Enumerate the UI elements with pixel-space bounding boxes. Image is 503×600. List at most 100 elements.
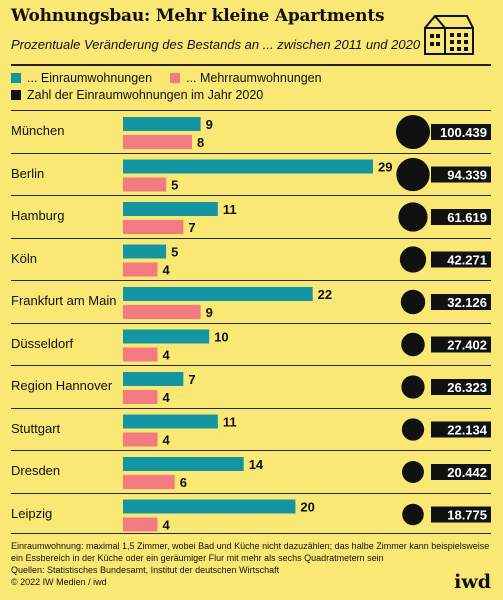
bar-multi <box>123 390 158 404</box>
count-bubble <box>400 289 426 315</box>
count-bubble <box>399 246 427 273</box>
count-bubble <box>396 115 430 149</box>
count-bubble <box>398 202 428 232</box>
count-label: 94.339 <box>447 168 487 183</box>
legend-single: ... Einraumwohnungen ... Mehrraumwohnung… <box>11 71 340 85</box>
bar-single <box>123 117 201 131</box>
bar-chart: 98100.43929594.33911761.6195442.27122932… <box>123 115 491 533</box>
count-bubble <box>401 375 425 399</box>
count-bubble <box>396 157 430 192</box>
legend-label-multi: ... Mehrraumwohnungen <box>186 71 322 85</box>
data-label: 11 <box>223 415 237 430</box>
count-box <box>431 464 491 480</box>
count-label: 26.323 <box>447 380 487 395</box>
category-label: Stuttgart <box>11 420 61 436</box>
footnote-sources: Quellen: Statistisches Bundesamt, Instit… <box>11 565 280 575</box>
count-box <box>431 209 491 225</box>
data-label: 6 <box>180 475 187 490</box>
data-label: 14 <box>249 457 264 472</box>
count-label: 42.271 <box>447 253 487 268</box>
legend-swatch-count <box>11 90 21 100</box>
count-bubble <box>402 503 424 526</box>
category-label: Düsseldorf <box>11 335 74 351</box>
data-label: 8 <box>197 135 204 150</box>
legend-label-single: ... Einraumwohnungen <box>27 71 153 85</box>
row-divider <box>11 365 491 366</box>
bar-single <box>123 287 313 301</box>
bar-single <box>123 329 210 344</box>
bar-multi <box>123 262 158 277</box>
house-icon <box>424 15 474 55</box>
top-divider <box>11 64 491 66</box>
category-label: München <box>11 123 65 138</box>
data-label: 20 <box>300 500 314 515</box>
bar-multi <box>123 475 175 489</box>
category-label: Köln <box>11 250 38 266</box>
footnote-definition: Einraumwohnung: maximal 1,5 Zimmer, wobe… <box>11 541 490 563</box>
data-label: 4 <box>162 518 170 533</box>
count-bubble <box>401 418 425 441</box>
count-box <box>431 166 491 183</box>
count-label: 22.134 <box>447 423 488 438</box>
row-divider <box>11 450 491 451</box>
data-label: 5 <box>171 245 178 260</box>
data-label: 10 <box>214 330 228 345</box>
data-label: 4 <box>162 348 170 363</box>
data-label: 11 <box>223 202 237 217</box>
bar-single <box>123 159 373 174</box>
row-divider <box>11 407 491 409</box>
row-divider <box>11 195 491 196</box>
legend-swatch-single <box>11 73 21 83</box>
row-divider <box>11 492 491 494</box>
count-label: 61.619 <box>447 210 487 225</box>
count-label: 100.439 <box>440 125 487 140</box>
row-divider <box>11 152 491 154</box>
row-divider <box>11 110 491 111</box>
category-label: Leipzig <box>11 505 53 521</box>
count-label: 27.402 <box>447 338 487 353</box>
row-divider <box>11 237 491 239</box>
bar-multi <box>123 220 184 234</box>
bottom-divider <box>11 533 491 534</box>
legend-count: Zahl der Einraumwohnungen im Jahr 2020 <box>11 88 281 102</box>
chart-subtitle: Prozentuale Veränderung des Bestands an … <box>11 37 421 52</box>
count-label: 20.442 <box>447 465 487 480</box>
category-label: Frankfurt am Main <box>11 293 117 308</box>
data-label: 29 <box>378 160 392 175</box>
bar-single <box>123 372 184 386</box>
data-label: 9 <box>206 305 213 320</box>
count-bubble <box>402 461 424 483</box>
data-label: 7 <box>188 220 195 235</box>
bar-single <box>123 202 218 216</box>
bar-multi <box>123 517 158 532</box>
data-label: 4 <box>162 263 170 278</box>
data-label: 4 <box>162 433 170 448</box>
count-box <box>431 294 491 310</box>
row-divider <box>11 280 491 281</box>
count-box <box>431 124 491 140</box>
data-label: 7 <box>188 372 195 387</box>
legend-label-count: Zahl der Einraumwohnungen im Jahr 2020 <box>27 88 264 102</box>
bar-single <box>123 457 244 471</box>
bar-multi <box>123 305 201 319</box>
row-divider <box>11 322 491 324</box>
count-label: 32.126 <box>447 295 487 310</box>
legend-swatch-multi <box>170 73 181 83</box>
chart-title: Wohnungsbau: Mehr kleine Apartments <box>11 6 385 26</box>
category-label: Berlin <box>11 165 45 181</box>
bar-multi <box>123 177 167 192</box>
category-label: Dresden <box>11 463 61 478</box>
bar-single <box>123 499 296 514</box>
data-label: 4 <box>162 390 170 405</box>
bar-single <box>123 244 167 259</box>
count-box <box>431 506 491 523</box>
data-label: 22 <box>318 287 332 302</box>
category-label: Region Hannover <box>11 378 113 393</box>
data-label: 5 <box>171 178 178 193</box>
bar-single <box>123 414 218 429</box>
bar-multi <box>123 347 158 362</box>
count-box <box>431 251 491 268</box>
count-bubble <box>401 332 425 357</box>
footnote-copyright: © 2022 IW Medien / iwd <box>11 577 107 587</box>
data-label: 9 <box>206 117 213 132</box>
